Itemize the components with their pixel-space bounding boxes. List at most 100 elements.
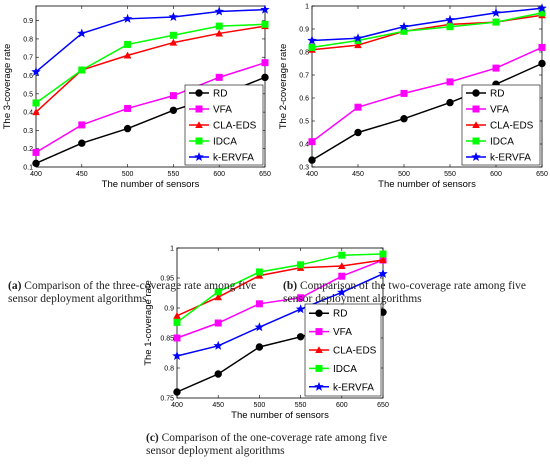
- y-tick-label-b: 0.9: [299, 27, 309, 34]
- series-b-k-ervfa: [307, 3, 547, 45]
- x-axis-label-c: The number of sensors: [231, 410, 329, 421]
- data-point-b-rd: [354, 128, 362, 137]
- x-axis-label-b: The number of sensors: [378, 179, 476, 190]
- data-point-a-idca: [124, 40, 132, 48]
- x-tick-label-c: 450: [212, 402, 224, 409]
- data-point-a-cla-eds: [32, 108, 40, 116]
- x-tick-label-a: 650: [259, 171, 271, 178]
- series-line-b-rd: [311, 62, 543, 161]
- data-point-b-rd: [308, 156, 316, 164]
- x-tick-label-c: 550: [295, 402, 307, 409]
- data-point-a-k-ervfa: [214, 6, 224, 16]
- data-point-c-vfa: [338, 272, 346, 280]
- legend-label-b: VFA: [490, 105, 509, 116]
- y-tick-label-a: 0.8: [23, 36, 33, 43]
- data-point-c-vfa: [255, 300, 263, 308]
- data-point-c-rd: [296, 333, 305, 341]
- legend-label-b: IDCA: [490, 137, 514, 148]
- data-point-c-idca: [255, 268, 263, 276]
- data-point-b-k-ervfa: [353, 33, 363, 43]
- data-point-a-cla-eds: [215, 29, 223, 37]
- data-point-a-vfa: [78, 121, 86, 129]
- caption-a-tag: (a): [8, 280, 22, 292]
- y-tick-label-b: 0.6: [299, 96, 309, 103]
- y-tick-label-b: 1: [305, 4, 309, 11]
- y-axis-label-b: The 2-coverage rate: [278, 44, 289, 130]
- data-point-a-k-ervfa: [168, 11, 179, 22]
- data-point-b-k-ervfa: [307, 35, 317, 45]
- y-axis-label-c: The 1-coverage rate: [143, 280, 154, 366]
- y-tick-label-c: 0.85: [160, 336, 174, 343]
- series-line-c-cla-eds: [176, 259, 384, 317]
- data-point-c-idca: [297, 261, 305, 269]
- data-point-c-rd: [255, 343, 264, 351]
- legend-label-a: k-ERVFA: [213, 153, 254, 164]
- data-point-c-rd: [173, 388, 181, 396]
- x-tick-label-a: 550: [168, 171, 180, 178]
- chart-c: 400 450 500 550 600 650 0.75 0.8 0.85 0.9 0.95 1 The…: [143, 246, 389, 422]
- series-a-idca: [32, 20, 269, 107]
- data-point-c-vfa: [297, 294, 305, 302]
- legend-marker-b: [472, 105, 480, 113]
- data-point-c-idca: [214, 288, 222, 296]
- legend-marker-b: [472, 121, 480, 129]
- legend-marker-a: [195, 105, 203, 113]
- data-point-a-k-ervfa: [122, 13, 133, 23]
- data-point-a-cla-eds: [169, 38, 178, 46]
- data-point-b-vfa: [538, 43, 546, 51]
- y-tick-label-a: 0.6: [23, 73, 33, 80]
- x-axis-label-a: The number of sensors: [102, 179, 200, 190]
- y-tick-label-a: 0.9: [23, 18, 33, 25]
- caption-c-tag: (c): [146, 432, 159, 444]
- y-tick-label-a: 0.2: [23, 146, 33, 153]
- data-point-b-idca: [308, 43, 316, 51]
- legend-marker-b: [472, 89, 480, 97]
- series-line-a-vfa: [35, 62, 266, 154]
- data-point-b-vfa: [354, 103, 362, 111]
- legend-marker-c: [315, 309, 323, 317]
- legend-label-c: RD: [333, 309, 347, 320]
- data-point-b-rd: [538, 59, 546, 68]
- data-point-b-vfa: [400, 89, 408, 97]
- data-point-c-k-ervfa: [213, 340, 223, 350]
- legend-b: RD VFA CLA-EDS IDCA k-ERVFA: [461, 84, 541, 166]
- x-tick-label-b: 450: [352, 171, 364, 178]
- y-tick-label-b: 0.4: [299, 142, 309, 149]
- legend-marker-a: [195, 89, 203, 97]
- series-line-a-k-ervfa: [35, 8, 266, 73]
- data-point-a-k-ervfa: [31, 66, 41, 76]
- chart-b: 400 450 500 550 600 650 0.3 0.4 0.5 0.6 0.7 0.8 0.9 1…: [278, 3, 548, 190]
- data-point-a-rd: [261, 73, 269, 82]
- y-tick-label-a: 0.3: [23, 128, 33, 135]
- y-tick-label-a: 0.5: [23, 91, 33, 98]
- data-point-a-idca: [261, 20, 269, 28]
- caption-b-text: Comparison of the two-coverage rate amon…: [283, 280, 527, 305]
- data-point-c-idca: [338, 251, 346, 259]
- legend-marker-b: [471, 152, 481, 162]
- legend-label-c: VFA: [333, 327, 352, 338]
- legend-marker-c: [315, 328, 323, 336]
- legend-label-a: IDCA: [213, 137, 237, 148]
- series-a-k-ervfa: [31, 4, 270, 76]
- legend-label-b: k-ERVFA: [490, 153, 531, 164]
- legend-label-a: VFA: [213, 105, 232, 116]
- legend-marker-b: [472, 137, 480, 145]
- data-point-c-k-ervfa: [337, 287, 347, 297]
- legend-label-c: k-ERVFA: [333, 382, 374, 393]
- legend-label-b: CLA-EDS: [490, 121, 534, 132]
- data-point-c-cla-eds: [379, 256, 387, 264]
- data-point-a-rd: [123, 124, 132, 133]
- data-point-c-cla-eds: [338, 262, 346, 270]
- x-tick-label-c: 650: [377, 402, 389, 409]
- legend-marker-c: [315, 364, 323, 372]
- data-point-a-vfa: [124, 104, 132, 112]
- data-point-a-rd: [78, 139, 86, 147]
- caption-c: (c) Comparison of the one-coverage rate …: [146, 432, 408, 458]
- data-point-c-idca: [379, 250, 387, 258]
- x-tick-label-b: 500: [398, 171, 410, 178]
- data-point-a-rd: [32, 159, 40, 168]
- y-tick-label-c: 0.8: [164, 366, 174, 373]
- legend-marker-a: [195, 121, 203, 129]
- x-tick-label-a: 400: [30, 171, 42, 178]
